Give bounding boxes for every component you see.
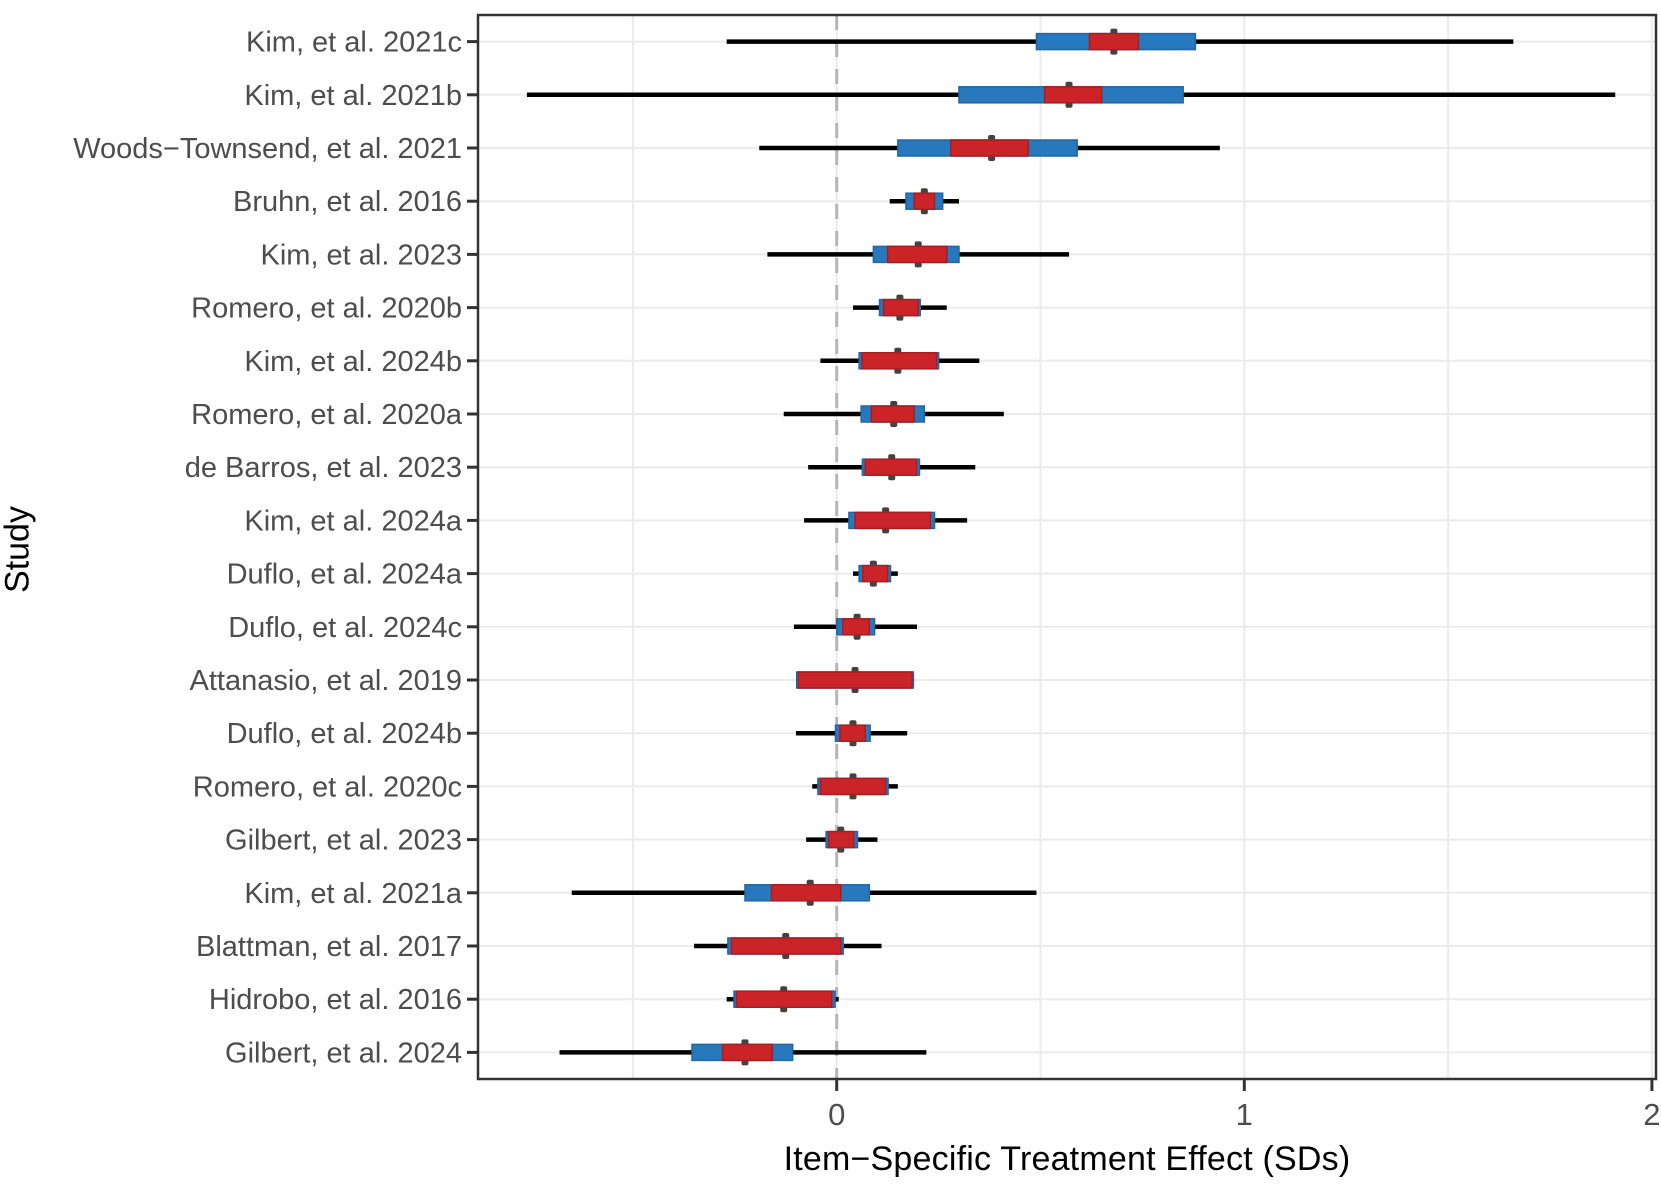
study-label: de Barros, et al. 2023	[185, 452, 462, 484]
inner-interval-box	[861, 352, 938, 370]
inner-interval-box	[842, 618, 871, 636]
study-label: Kim, et al. 2021b	[244, 80, 462, 112]
inner-interval-box	[870, 405, 915, 423]
study-label: Romero, et al. 2020c	[193, 771, 462, 803]
x-axis-title: Item−Specific Treatment Effect (SDs)	[478, 1140, 1656, 1179]
panel-border	[476, 13, 1658, 1081]
study-label: Kim, et al. 2021a	[244, 878, 462, 910]
study-label: Duflo, et al. 2024c	[228, 612, 462, 644]
y-axis-title-text: Study	[0, 506, 37, 593]
study-label: Gilbert, et al. 2023	[225, 825, 462, 857]
study-label: Attanasio, et al. 2019	[190, 665, 462, 697]
study-label: Romero, et al. 2020a	[191, 399, 463, 431]
x-tick-label: 1	[1236, 1097, 1253, 1132]
x-tick-label: 2	[1643, 1097, 1660, 1132]
x-tick-label: 0	[828, 1097, 845, 1132]
study-label: Woods−Townsend, et al. 2021	[73, 133, 462, 165]
study-label: Kim, et al. 2023	[261, 239, 463, 271]
inner-interval-box	[721, 1043, 774, 1062]
inner-interval-box	[854, 511, 932, 530]
study-label: Kim, et al. 2024b	[244, 346, 462, 378]
inner-interval-box	[735, 990, 833, 1008]
inner-interval-box	[864, 458, 918, 476]
inner-interval-box	[862, 564, 889, 583]
inner-interval-box	[913, 192, 936, 210]
inner-interval-box	[770, 884, 842, 902]
inner-interval-box	[819, 777, 887, 796]
inner-interval-box	[882, 298, 919, 317]
study-label: Duflo, et al. 2024a	[227, 559, 463, 591]
study-label: Gilbert, et al. 2024	[225, 1037, 462, 1069]
study-label: Kim, et al. 2024a	[244, 505, 462, 537]
inner-interval-box	[886, 245, 948, 264]
inner-interval-box	[950, 139, 1030, 157]
study-label: Hidrobo, et al. 2016	[209, 984, 462, 1016]
x-axis-title-text: Item−Specific Treatment Effect (SDs)	[783, 1140, 1351, 1178]
study-label: Kim, et al. 2021c	[246, 27, 462, 59]
inner-interval-box	[797, 671, 913, 689]
study-label: Bruhn, et al. 2016	[233, 186, 462, 218]
study-label: Romero, et al. 2020b	[191, 293, 462, 325]
inner-interval-box	[730, 937, 842, 955]
y-axis-title: Study	[0, 470, 38, 630]
inner-interval-box	[1043, 86, 1103, 104]
study-label: Duflo, et al. 2024b	[227, 718, 462, 750]
inner-interval-box	[1088, 32, 1140, 51]
study-label: Blattman, et al. 2017	[196, 931, 462, 963]
inner-interval-box	[839, 724, 866, 742]
inner-interval-box	[827, 830, 855, 849]
